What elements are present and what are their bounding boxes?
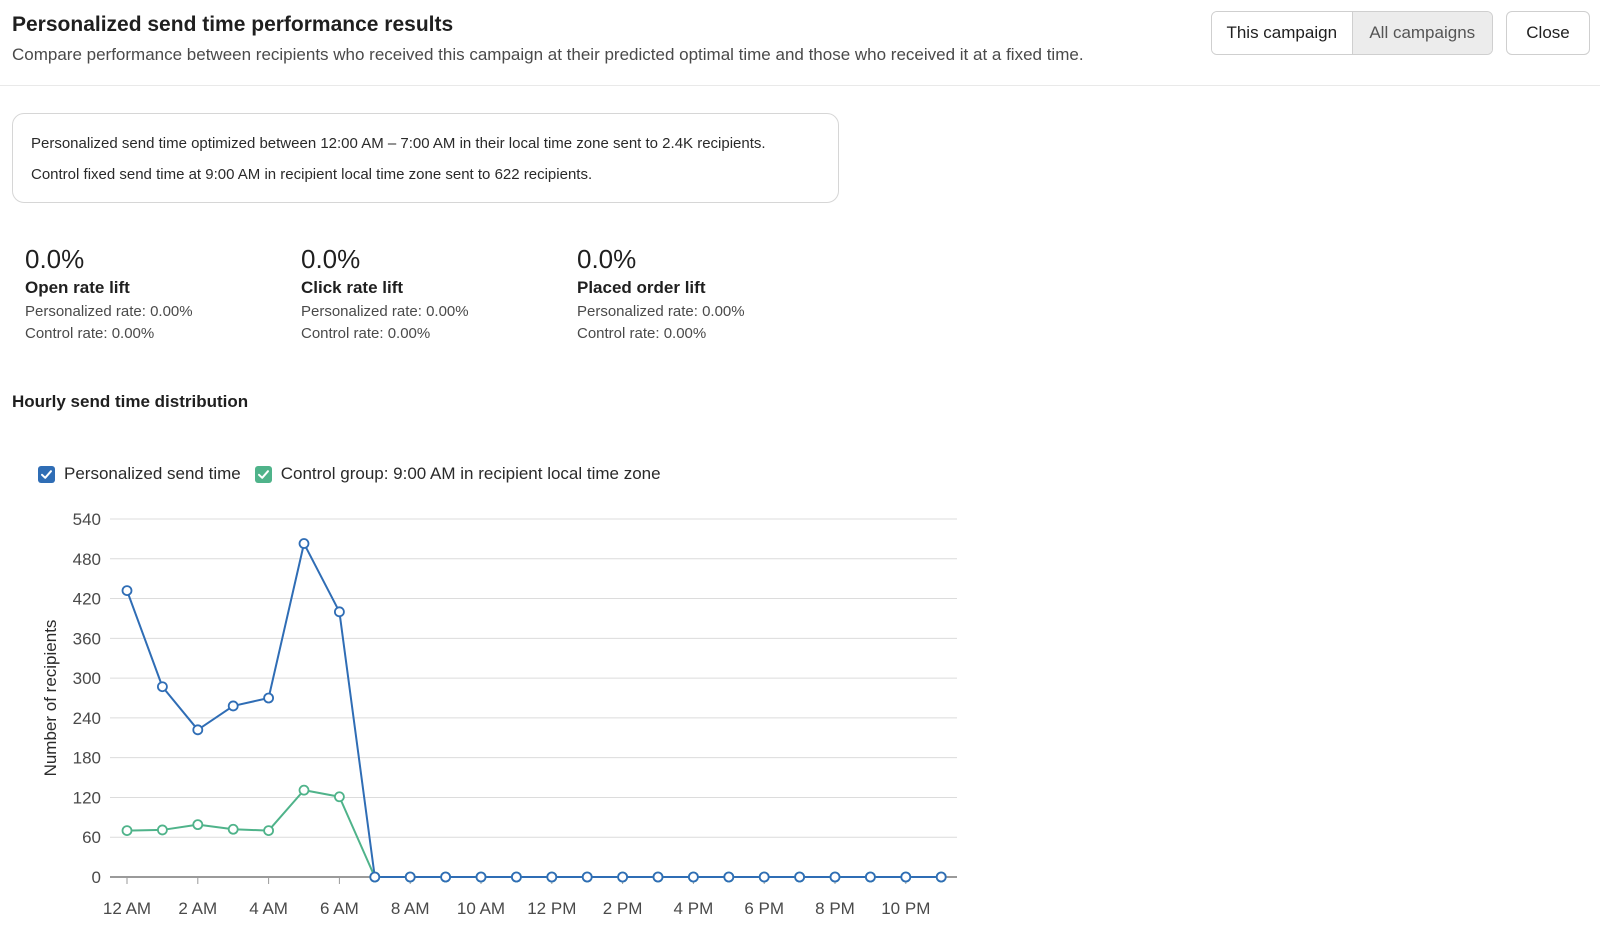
y-tick-label: 120: [73, 788, 101, 807]
data-point: [298, 784, 310, 796]
data-point: [192, 819, 204, 831]
data-point: [121, 585, 133, 596]
control-rate: Control rate: 0.00%: [25, 325, 155, 342]
x-tick-label: 6 AM: [320, 899, 359, 918]
checkbox-checked-icon[interactable]: [254, 465, 272, 483]
metric-label: Open rate lift: [25, 278, 130, 297]
personalized-summary-text: Personalized send time optimized between…: [31, 135, 766, 152]
this-campaign-button[interactable]: This campaign: [1212, 12, 1353, 54]
data-point: [263, 825, 275, 836]
data-point: [333, 791, 345, 803]
data-point: [511, 871, 522, 883]
data-point: [369, 871, 381, 883]
send-summary-box: Personalized send time optimized between…: [12, 113, 839, 203]
open-rate-metric: 0.0% Open rate lift Personalized rate: 0…: [25, 244, 285, 342]
control-rate: Control rate: 0.00%: [577, 325, 707, 342]
data-point: [298, 538, 310, 549]
data-point: [404, 871, 416, 883]
x-tick-label: 2 PM: [603, 899, 643, 918]
y-tick-label: 60: [82, 828, 101, 847]
data-point: [794, 871, 805, 883]
y-tick-label: 240: [73, 709, 101, 728]
data-point: [829, 871, 841, 883]
control-summary-text: Control fixed send time at 9:00 AM in re…: [31, 166, 593, 183]
data-point: [156, 681, 168, 693]
x-tick-label: 12 PM: [527, 899, 576, 918]
data-point: [263, 692, 275, 704]
click-rate-metric: 0.0% Click rate lift Personalized rate: …: [301, 244, 561, 342]
close-button[interactable]: Close: [1506, 11, 1590, 55]
page-subtitle: Compare performance between recipients w…: [12, 45, 1084, 64]
data-point: [581, 871, 593, 883]
data-point: [546, 871, 558, 883]
distribution-title: Hourly send time distribution: [12, 392, 249, 411]
y-axis-label: Number of recipients: [41, 620, 60, 777]
personalized-rate: Personalized rate: 0.00%: [301, 303, 469, 320]
x-tick-label: 4 PM: [674, 899, 714, 918]
hourly-distribution-chart: 0 60 120 180 240 300 360 420 480 540 12 AM 2 AM 4 AM…: [0, 495, 980, 925]
data-point: [475, 871, 487, 883]
series-line: [126, 542, 942, 878]
data-point: [227, 700, 239, 712]
personalized-rate: Personalized rate: 0.00%: [25, 303, 193, 320]
x-tick-label: 10 AM: [457, 899, 505, 918]
y-tick-label: 420: [73, 590, 101, 609]
chart-legend: Personalized send time Control group: 9:…: [38, 464, 675, 484]
legend-label: Personalized send time: [64, 464, 241, 483]
x-tick-label: 8 PM: [815, 899, 855, 918]
data-point: [156, 824, 168, 836]
y-tick-label: 480: [73, 550, 101, 569]
header: Personalized send time performance resul…: [0, 0, 1600, 86]
placed-order-metric: 0.0% Placed order lift Personalized rate…: [577, 244, 837, 342]
data-point: [758, 871, 770, 883]
metric-label: Click rate lift: [301, 278, 404, 297]
chart-svg: 0 60 120 180 240 300 360 420 480 540 12 AM 2 AM 4 AM…: [41, 510, 957, 918]
legend-control[interactable]: Control group: 9:00 AM in recipient loca…: [254, 464, 661, 484]
metric-value: 0.0%: [301, 244, 361, 274]
data-point: [121, 825, 133, 836]
personalized-rate: Personalized rate: 0.00%: [577, 303, 745, 320]
data-point: [227, 823, 239, 835]
x-tick-label: 4 AM: [249, 899, 288, 918]
series-line: [126, 789, 942, 878]
x-tick-label: 2 AM: [178, 899, 217, 918]
all-campaigns-button[interactable]: All campaigns: [1352, 12, 1492, 54]
data-point: [617, 871, 628, 883]
x-tick-label: 8 AM: [391, 899, 430, 918]
data-point: [192, 724, 204, 736]
metric-label: Placed order lift: [577, 278, 706, 297]
legend-personalized[interactable]: Personalized send time: [38, 464, 241, 484]
y-tick-label: 180: [73, 749, 101, 768]
data-point: [865, 871, 876, 883]
y-tick-label: 300: [73, 669, 101, 688]
data-point: [935, 871, 947, 883]
metric-value: 0.0%: [577, 244, 637, 274]
data-point: [688, 871, 699, 883]
data-point: [900, 871, 912, 883]
x-tick-label: 12 AM: [103, 899, 151, 918]
control-rate: Control rate: 0.00%: [301, 325, 431, 342]
checkbox-checked-icon[interactable]: [38, 465, 55, 483]
legend-label: Control group: 9:00 AM in recipient loca…: [280, 464, 661, 483]
data-point: [723, 871, 735, 883]
x-tick-label: 10 PM: [881, 899, 930, 918]
campaign-scope-toggle: This campaign All campaigns: [1211, 11, 1493, 55]
data-point: [652, 871, 664, 883]
metric-value: 0.0%: [25, 244, 85, 274]
data-point: [440, 871, 452, 883]
y-tick-label: 540: [73, 510, 101, 529]
data-point: [333, 606, 345, 618]
y-tick-label: 360: [73, 629, 101, 648]
x-tick-label: 6 PM: [744, 899, 784, 918]
page-title: Personalized send time performance resul…: [12, 13, 454, 36]
y-tick-label: 0: [92, 868, 101, 887]
